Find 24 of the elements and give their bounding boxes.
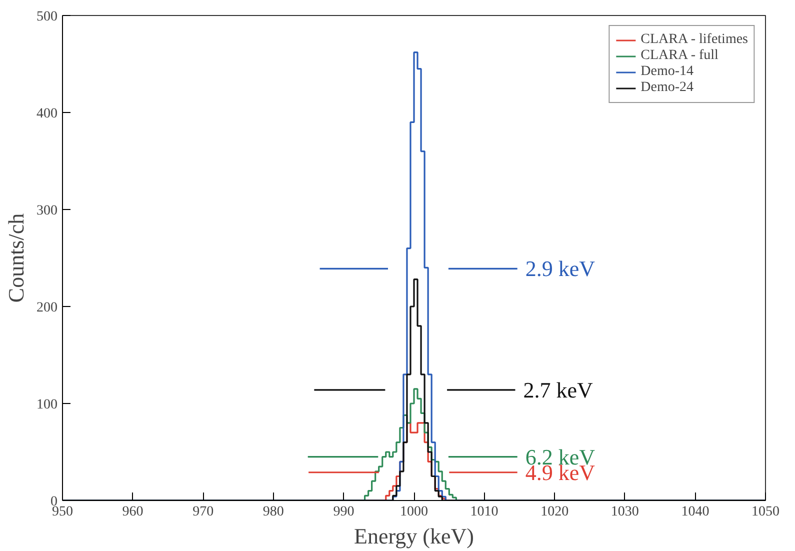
x-tick-label: 960 (122, 504, 144, 520)
x-tick-label: 1030 (610, 504, 639, 520)
x-tick-label: 1020 (540, 504, 569, 520)
series-label: 2.9 keV (525, 256, 596, 282)
y-tick-label: 100 (36, 398, 58, 412)
legend-label: Demo-24 (640, 80, 694, 96)
x-tick-label: 970 (192, 504, 214, 520)
legend-label: Demo-14 (640, 64, 694, 80)
x-axis-title: Energy (keV) (354, 524, 474, 548)
x-tick-label: 950 (52, 504, 73, 520)
x-tick-label: 1040 (681, 504, 710, 520)
x-tick-label: 990 (333, 504, 354, 520)
legend-label: CLARA - lifetimes (640, 32, 748, 48)
x-tick-label: 1050 (752, 504, 780, 520)
series-label: 2.7 keV (523, 377, 593, 402)
y-tick-label: 500 (36, 10, 58, 24)
legend-label: CLARA - full (640, 48, 718, 64)
y-tick-label: 200 (36, 300, 58, 316)
y-tick-label: 300 (36, 204, 58, 218)
y-tick-label: 400 (36, 106, 58, 122)
y-axis-title: Counts/ch (4, 213, 28, 303)
x-tick-label: 1000 (400, 504, 428, 520)
x-tick-label: 1010 (470, 504, 498, 520)
x-tick-label: 980 (262, 504, 284, 520)
